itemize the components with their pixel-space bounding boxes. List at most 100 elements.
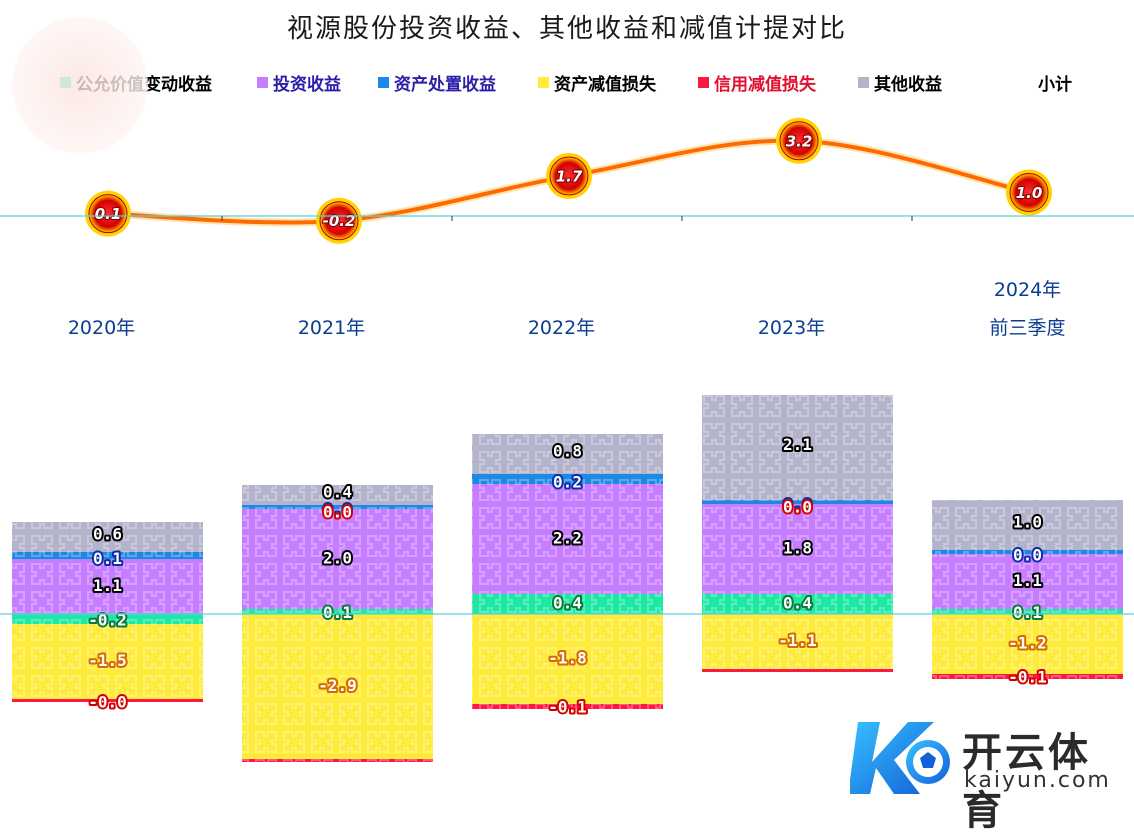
bar-value-label: 0.0	[783, 496, 812, 515]
bar-texture	[242, 485, 433, 505]
bar-texture	[472, 594, 663, 614]
bar-texture	[12, 552, 203, 559]
bar-value-label: 0.4	[553, 594, 582, 613]
subtotal-value-label: 1.0	[1016, 184, 1043, 202]
bar-texture	[472, 484, 663, 594]
bar-value-label: 0.1	[1013, 603, 1042, 622]
bar-texture	[242, 759, 433, 762]
bar-value-label: 0.8	[553, 442, 582, 461]
bar-texture	[242, 614, 433, 759]
bar-value-label: -2.9	[318, 676, 357, 695]
bar-value-label: 1.1	[93, 576, 122, 595]
brand-logo: 开云体育 kaiyun.com	[848, 712, 1130, 834]
category-label: 前三季度	[989, 317, 1065, 339]
bar-texture	[702, 614, 893, 669]
bar-value-label: -0.1	[548, 698, 587, 717]
legend-swatch	[538, 77, 549, 88]
legend-swatch	[698, 77, 709, 88]
bar-value-label: 2.0	[323, 549, 352, 568]
bar-value-label: 0.1	[93, 549, 122, 568]
bar-texture	[932, 674, 1123, 679]
bar-value-label: 0.0	[1013, 546, 1042, 565]
bar-value-label: 0.4	[783, 594, 812, 613]
category-label: 2021年	[298, 317, 365, 339]
category-label: 2024年	[994, 279, 1061, 301]
bar-value-label: 0.4	[323, 483, 352, 502]
bar-value-label: -1.8	[548, 649, 587, 668]
subtotal-value-label: 1.7	[556, 168, 583, 186]
bar-texture	[702, 500, 893, 504]
legend-label: 小计	[1038, 75, 1072, 95]
logo-url: kaiyun.com	[964, 768, 1111, 793]
chart-area: 0.1 -0.21.73.21.0 2020年 2021年 2022年 2023年202…	[0, 17, 1134, 762]
bar-value-label: -0.0	[88, 693, 127, 712]
legend-label: 投资收益	[273, 75, 341, 95]
bar-value-label: -1.1	[778, 631, 817, 650]
subtotal-dot	[779, 121, 819, 161]
bar-texture	[932, 609, 1123, 614]
legend-item: 资产减值损失	[538, 70, 656, 95]
legend-label: 信用减值损失	[714, 75, 816, 95]
bar-texture	[702, 504, 893, 594]
bar-texture	[242, 505, 433, 509]
bar-texture	[932, 554, 1123, 609]
subtotal-layer: 0.1 -0.2 1.7 3.2 1.0	[85, 117, 1052, 244]
bar-value-label: 0.1	[323, 603, 352, 622]
legend-item: 信用减值损失	[698, 70, 816, 95]
bar-value-label: -0.2	[88, 611, 127, 630]
legend-label: 资产处置收益	[394, 75, 496, 95]
bar-texture	[12, 614, 203, 624]
bar-value-label: -1.5	[88, 651, 127, 670]
category-label: 2022年	[528, 317, 595, 339]
bar-texture	[12, 624, 203, 699]
bar-value-label: 2.2	[553, 529, 582, 548]
bar-value-label: 1.8	[783, 539, 812, 558]
bar-texture	[12, 522, 203, 552]
bar-value-label: 0.0	[783, 498, 812, 517]
bar-texture	[12, 699, 203, 702]
watermark-circle	[12, 17, 148, 153]
legend-item: 其他收益	[858, 70, 942, 95]
bars-layer	[12, 395, 1123, 762]
legend-item: 小计	[1038, 70, 1072, 95]
category-label: 2020年	[68, 317, 135, 339]
bar-value-label: 0.2	[553, 473, 582, 492]
legend-label: 其他收益	[874, 75, 942, 95]
bar-value-label: 0.0	[323, 501, 352, 520]
bar-value-label: 1.1	[1013, 571, 1042, 590]
bar-value-label: 2.1	[783, 435, 812, 454]
bar-texture	[472, 434, 663, 474]
subtotal-dot	[1009, 173, 1049, 212]
bar-value-label: -0.1	[1008, 668, 1047, 687]
legend-item: 资产处置收益	[378, 70, 496, 95]
bar-texture	[472, 474, 663, 484]
legend-swatch	[257, 77, 268, 88]
legend-swatch	[858, 77, 869, 88]
subtotal-dot	[88, 194, 128, 234]
bar-value-label: 1.0	[1013, 513, 1042, 532]
bar-texture	[702, 594, 893, 614]
bar-texture	[932, 500, 1123, 550]
subtotal-value-label: 0.1	[95, 205, 122, 223]
chart-title: 视源股份投资收益、其他收益和减值计提对比	[286, 14, 847, 44]
bar-texture	[932, 550, 1123, 554]
bar-texture	[932, 614, 1123, 674]
subtotal-value-label: -0.2	[323, 212, 356, 230]
subtotal-dot	[549, 156, 589, 196]
bar-value-label: 0.6	[93, 525, 122, 544]
bar-value-label: 0.0	[323, 503, 352, 522]
legend-swatch	[378, 77, 389, 88]
bar-texture	[242, 609, 433, 614]
bar-texture	[12, 559, 203, 614]
bar-texture	[472, 614, 663, 704]
bar-labels-layer: 0.60.11.1-0.2-1.5-0.00.40.02.00.1-2.90.0…	[0, 433, 1134, 719]
logo-mark-icon	[848, 722, 950, 794]
legend-item: 投资收益	[257, 70, 341, 95]
bar-texture	[472, 704, 663, 709]
bar-texture	[702, 395, 893, 500]
category-label: 2023年	[758, 317, 825, 339]
subtotal-dot	[319, 201, 359, 241]
bar-texture	[702, 669, 893, 672]
bar-texture	[242, 509, 433, 609]
